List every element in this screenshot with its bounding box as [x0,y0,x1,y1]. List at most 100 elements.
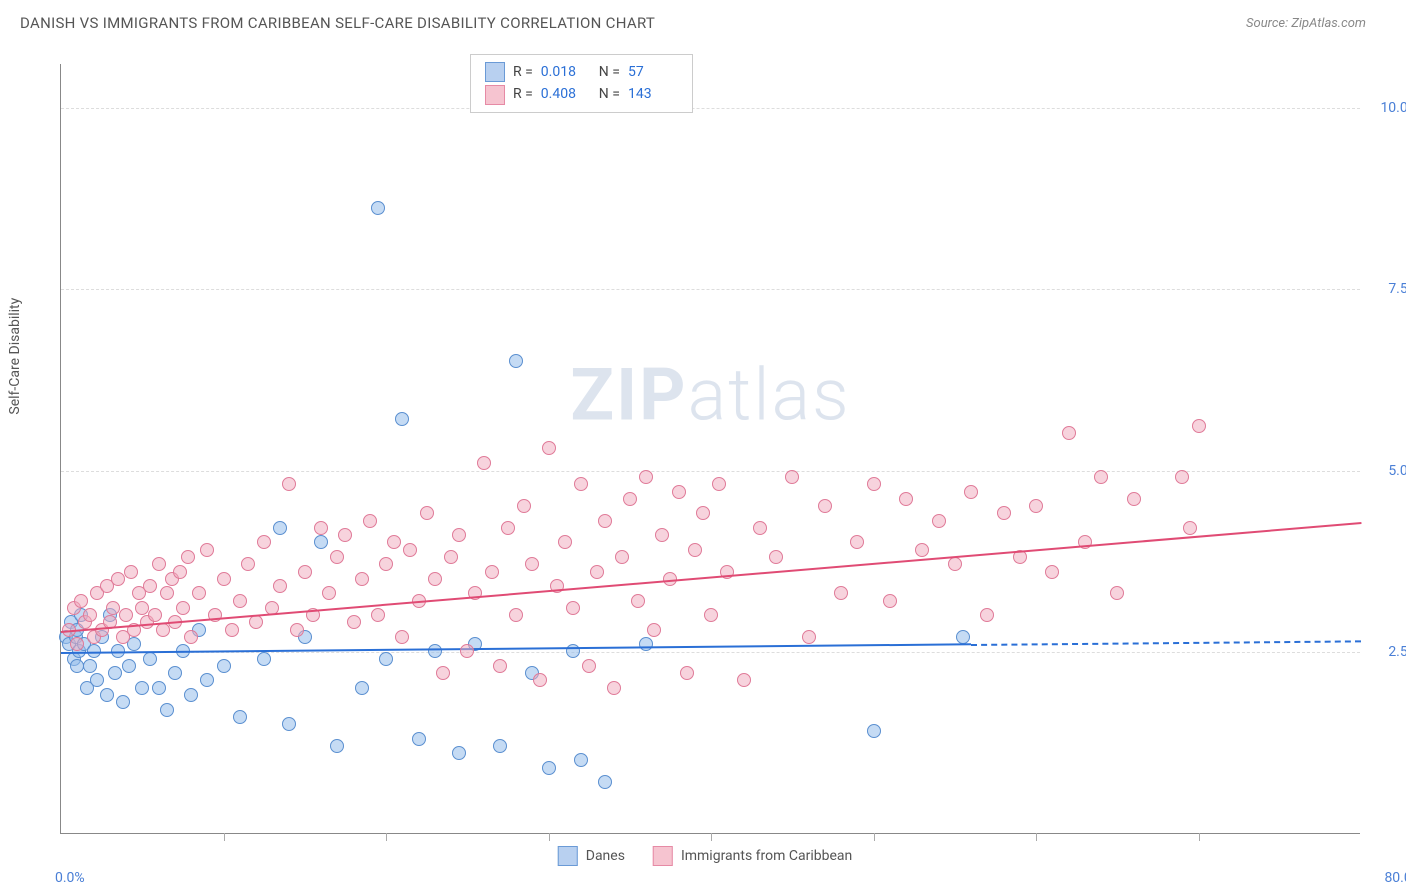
scatter-point [371,608,385,622]
scatter-point [387,535,401,549]
legend-series-label: Immigrants from Caribbean [681,848,852,864]
scatter-point [217,659,231,673]
legend-stats-box: R =0.018N =57R =0.408N =143 [470,54,693,113]
scatter-point [509,354,523,368]
scatter-point [607,681,621,695]
scatter-point [184,688,198,702]
scatter-point [152,681,166,695]
scatter-point [217,572,231,586]
scatter-point [558,535,572,549]
scatter-point [225,623,239,637]
scatter-point [420,506,434,520]
scatter-point [371,201,385,215]
scatter-point [273,521,287,535]
scatter-point [200,543,214,557]
scatter-point [168,666,182,680]
scatter-point [915,543,929,557]
scatter-point [802,630,816,644]
scatter-point [355,572,369,586]
scatter-point [298,565,312,579]
scatter-point [143,579,157,593]
scatter-point [672,485,686,499]
scatter-point [428,644,442,658]
x-axis-min-label: 0.0% [55,870,85,886]
scatter-point [282,477,296,491]
x-tick [1036,833,1037,841]
scatter-point [111,572,125,586]
scatter-point [712,477,726,491]
scatter-point [233,594,247,608]
scatter-point [517,499,531,513]
scatter-point [1045,565,1059,579]
scatter-point [233,710,247,724]
legend-swatch [558,846,578,866]
scatter-point [696,506,710,520]
plot-area: ZIPatlas 2.5%5.0%7.5%10.0% [60,64,1360,834]
scatter-point [639,637,653,651]
scatter-point [704,608,718,622]
scatter-point [124,565,138,579]
y-tick-label: 7.5% [1368,281,1406,297]
scatter-point [444,550,458,564]
y-axis-label: Self-Care Disability [7,298,23,415]
scatter-point [688,543,702,557]
legend-series: Danes Immigrants from Caribbean [558,846,853,866]
scatter-point [493,739,507,753]
scatter-point [90,673,104,687]
scatter-point [148,608,162,622]
legend-swatch [485,62,505,82]
gridline [61,471,1360,472]
legend-swatch [485,85,505,105]
scatter-point [1110,586,1124,600]
gridline [61,108,1360,109]
scatter-point [70,659,84,673]
scatter-point [322,586,336,600]
watermark: ZIPatlas [570,352,850,437]
scatter-point [119,608,133,622]
scatter-point [639,470,653,484]
scatter-point [135,601,149,615]
legend-series-label: Danes [586,848,625,864]
scatter-point [598,514,612,528]
scatter-point [108,666,122,680]
legend-n-value: 57 [628,61,678,83]
scatter-point [395,412,409,426]
scatter-point [818,499,832,513]
scatter-point [582,659,596,673]
legend-n-value: 143 [628,83,678,105]
scatter-point [83,659,97,673]
scatter-point [1062,426,1076,440]
scatter-point [100,688,114,702]
scatter-point [485,565,499,579]
scatter-point [623,492,637,506]
gridline [61,652,1360,653]
scatter-point [135,681,149,695]
scatter-point [257,652,271,666]
scatter-point [282,717,296,731]
scatter-point [403,543,417,557]
scatter-point [347,615,361,629]
scatter-point [574,753,588,767]
scatter-point [850,535,864,549]
legend-series-item: Immigrants from Caribbean [653,846,852,866]
legend-n-label: N = [599,61,620,83]
x-tick [224,833,225,841]
scatter-point [181,550,195,564]
scatter-point [249,615,263,629]
legend-swatch [653,846,673,866]
scatter-point [542,761,556,775]
scatter-point [834,586,848,600]
scatter-point [379,557,393,571]
x-tick [549,833,550,841]
scatter-point [533,673,547,687]
scatter-point [379,652,393,666]
scatter-point [160,703,174,717]
scatter-point [883,594,897,608]
scatter-point [493,659,507,673]
scatter-point [152,557,166,571]
scatter-point [106,601,120,615]
legend-r-label: R = [513,61,533,83]
legend-series-item: Danes [558,846,625,866]
trend-line-extrapolated [971,640,1361,646]
source-attribution: Source: ZipAtlas.com [1246,16,1366,31]
